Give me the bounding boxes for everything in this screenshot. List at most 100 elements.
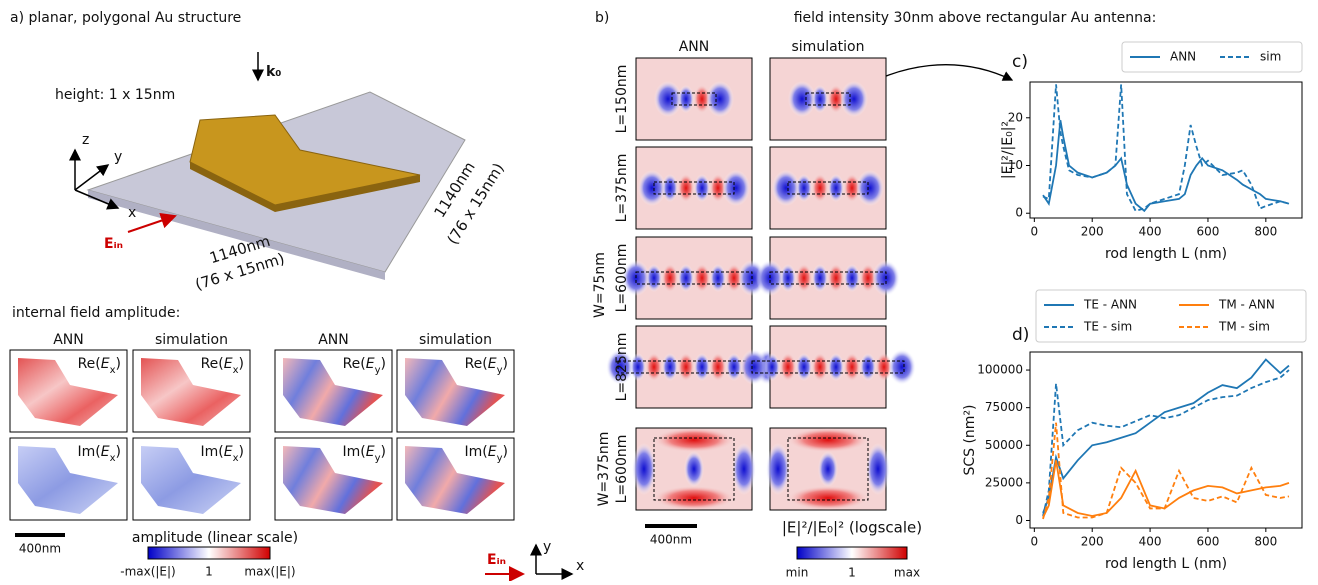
series-line (1042, 120, 1290, 213)
x-tick-label: 400 (1139, 535, 1162, 549)
lobe (646, 353, 662, 381)
axis-label: x (576, 558, 584, 574)
lobe (812, 264, 828, 292)
axes-icon (69, 52, 264, 210)
label-part: x (233, 453, 239, 464)
lobe (662, 264, 678, 292)
label-part: ) (116, 444, 121, 460)
colorbar-tick: 1 (205, 565, 213, 579)
label-part: E (101, 444, 110, 460)
label-part: ) (381, 444, 386, 460)
series-line (1042, 369, 1290, 517)
lobe (654, 486, 734, 510)
lobe (694, 85, 710, 113)
lobe (678, 174, 694, 202)
antenna-outline (671, 92, 717, 106)
lobe (788, 486, 868, 510)
legend (1121, 41, 1303, 73)
label-part: Re( (465, 356, 488, 372)
label-part: ) (239, 444, 244, 460)
x-axis-label: rod length L (nm) (1105, 556, 1227, 572)
lobe (710, 174, 726, 202)
label-part: ) (503, 444, 508, 460)
colorbar (147, 546, 271, 560)
e-in-arrow (127, 212, 177, 233)
lobe (654, 81, 682, 117)
antenna-outline (769, 271, 887, 285)
lobe (662, 353, 678, 381)
x-tick-label: 600 (1197, 535, 1220, 549)
antenna-outline (787, 437, 869, 501)
panel-label: Im(Ey) (465, 444, 508, 464)
label-part: E (101, 356, 110, 372)
section-title: internal field amplitude: (12, 305, 180, 321)
column-label: ANN (679, 39, 710, 55)
y-axis-label: |E|²/|E₀|² (1000, 121, 1016, 179)
lobe (726, 264, 742, 292)
label-part: Im( (201, 444, 224, 460)
structure-3d (86, 91, 466, 280)
column-label: simulation (792, 39, 865, 55)
y-tick-label: 50000 (985, 438, 1023, 452)
lobe (812, 174, 828, 202)
y-tick-label: 20 (1008, 110, 1023, 124)
axis-label: y (114, 149, 122, 165)
lobe (654, 428, 734, 452)
label-part: ) (381, 356, 386, 372)
y-tick-label: 0 (1015, 206, 1023, 220)
lobe (694, 264, 710, 292)
lobe (828, 85, 844, 113)
x-tick-label: 200 (1081, 535, 1104, 549)
label-part: E (366, 444, 375, 460)
lobe (662, 174, 678, 202)
lobe (866, 443, 890, 495)
lobe (780, 353, 796, 381)
colorbar-tick: max(|E|) (244, 565, 295, 579)
legend-label: TE - ANN (1083, 298, 1137, 312)
legend-label: ANN (1170, 50, 1196, 64)
lobe (818, 451, 838, 487)
lobe (788, 81, 816, 117)
row-label: L=600nm (614, 435, 630, 504)
antenna-outline (805, 92, 851, 106)
label-part: E (488, 356, 497, 372)
antenna-outline (653, 437, 735, 501)
label-part: y (497, 365, 503, 376)
lobe (740, 349, 768, 385)
panel-label: Im(Ex) (201, 444, 244, 464)
series-line (1042, 460, 1290, 518)
column-label: simulation (155, 332, 228, 348)
label-part: x (110, 453, 116, 464)
lobe (828, 174, 844, 202)
lobe (632, 443, 656, 495)
label-part: y (375, 453, 381, 464)
lobe (812, 353, 828, 381)
lobe (706, 81, 734, 117)
lobe (772, 170, 800, 206)
legend-label: TM - sim (1218, 320, 1270, 334)
panel-label: Re(Ey) (343, 356, 386, 376)
colorbar-title: amplitude (linear scale) (132, 530, 298, 546)
x-tick-label: 200 (1081, 225, 1104, 239)
x-axis-label: rod length L (nm) (1105, 246, 1227, 262)
field-map (283, 358, 383, 426)
label-part: x (110, 365, 116, 376)
y-tick-label: 10 (1008, 158, 1023, 172)
column-label: simulation (419, 332, 492, 348)
x-tick-label: 400 (1139, 225, 1162, 239)
column-label: ANN (318, 332, 349, 348)
lobe (638, 170, 666, 206)
antenna-outline (751, 360, 905, 374)
lobe (796, 264, 812, 292)
lobe (646, 264, 662, 292)
lobe (780, 264, 796, 292)
y-tick-label: 75000 (985, 400, 1023, 414)
lobe (888, 349, 916, 385)
label-part: ) (503, 356, 508, 372)
panel-title: c) (1012, 52, 1028, 72)
plot-area (1029, 351, 1303, 529)
lobe (678, 85, 694, 113)
lobe (710, 264, 726, 292)
colorbar-title: |E|²/|E₀|² (logscale) (782, 519, 922, 537)
